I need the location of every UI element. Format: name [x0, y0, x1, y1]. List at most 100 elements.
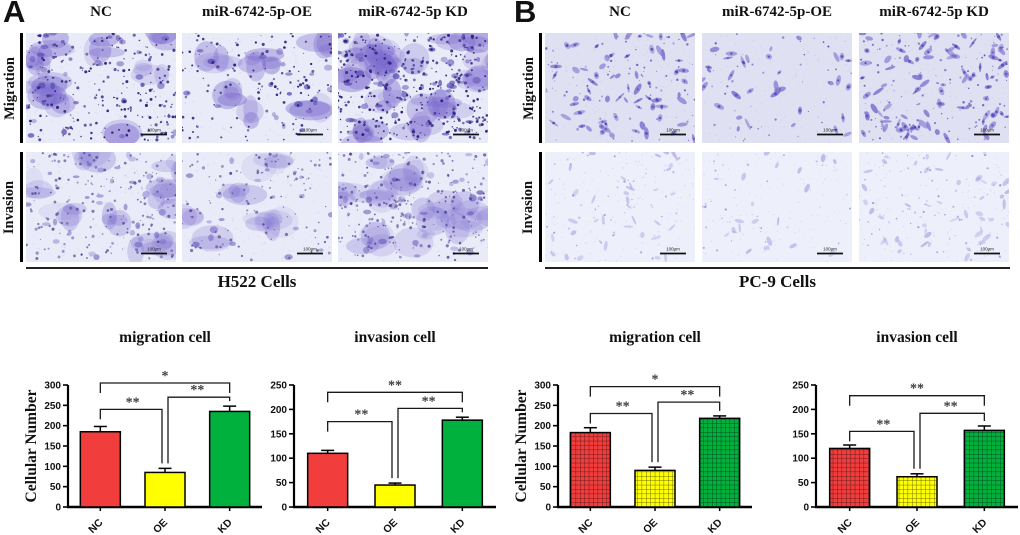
svg-text:*: * — [162, 369, 169, 384]
micrograph-a-migration-nc: 100μm — [26, 33, 176, 143]
svg-text:100μm: 100μm — [303, 247, 317, 252]
panel-b-col-header-oe: miR-6742-5p-OE — [722, 4, 832, 20]
svg-text:OE: OE — [641, 517, 660, 535]
svg-text:50: 50 — [798, 478, 810, 489]
svg-text:KD: KD — [706, 516, 726, 535]
panel-b-label: B — [514, 0, 537, 29]
svg-text:250: 250 — [44, 401, 61, 412]
svg-text:OE: OE — [381, 517, 400, 535]
panel-b-col-header-kd: miR-6742-5p KD — [879, 4, 989, 20]
panel-a-col-header-nc: NC — [90, 4, 112, 20]
svg-text:100: 100 — [792, 454, 809, 465]
svg-text:**: ** — [910, 382, 924, 397]
svg-text:**: ** — [388, 378, 402, 393]
svg-text:50: 50 — [50, 482, 62, 493]
panel-b-cell-line-label: PC-9 Cells — [739, 272, 816, 291]
micrograph-b-migration-oe: 100μm — [702, 33, 852, 143]
svg-text:150: 150 — [44, 442, 61, 453]
svg-text:200: 200 — [270, 405, 287, 416]
svg-text:100μm: 100μm — [823, 128, 837, 133]
svg-text:0: 0 — [55, 503, 61, 514]
svg-text:50: 50 — [276, 478, 288, 489]
panel-b-col-header-nc: NC — [609, 4, 631, 20]
micrograph-a-invasion-oe: 100μm — [182, 152, 332, 262]
svg-text:150: 150 — [270, 429, 287, 440]
svg-text:0: 0 — [803, 503, 809, 514]
svg-text:**: ** — [422, 394, 436, 409]
svg-text:**: ** — [126, 395, 140, 410]
svg-text:100μm: 100μm — [980, 128, 994, 133]
svg-text:50: 50 — [540, 482, 552, 493]
svg-text:Cellular Number: Cellular Number — [24, 389, 40, 502]
panel-b-invasion-row-bar — [539, 152, 542, 262]
svg-text:100: 100 — [270, 454, 287, 465]
panel-a-row-label-invasion: Invasion — [1, 180, 18, 234]
micrograph-b-migration-kd: 100μm — [859, 33, 1009, 143]
svg-text:invasion cell: invasion cell — [876, 329, 958, 346]
svg-text:migration cell: migration cell — [609, 329, 701, 346]
micrograph-a-invasion-nc: 100μm — [26, 152, 176, 262]
svg-text:100: 100 — [534, 462, 551, 473]
svg-text:0: 0 — [281, 503, 287, 514]
panel-b-row-label-invasion: Invasion — [520, 180, 537, 234]
svg-text:KD: KD — [216, 516, 236, 535]
svg-text:200: 200 — [792, 405, 809, 416]
micrograph-b-migration-nc: 100μm — [545, 33, 695, 143]
svg-text:NC: NC — [836, 516, 856, 535]
svg-text:invasion cell: invasion cell — [354, 329, 436, 346]
svg-text:OE: OE — [151, 517, 170, 535]
svg-text:100μm: 100μm — [459, 128, 473, 133]
svg-text:250: 250 — [270, 381, 287, 392]
panel-a-underline — [26, 267, 488, 269]
panel-a-col-header-oe: miR-6742-5p-OE — [202, 4, 312, 20]
svg-text:100μm: 100μm — [147, 128, 161, 133]
micrograph-b-invasion-oe: 100μm — [702, 152, 852, 262]
chart-pc9-invasion: invasion cell 0 50 100 150 200 250 NC OE KD ** ** ** — [780, 322, 1020, 535]
svg-text:KD: KD — [448, 516, 468, 535]
svg-text:100μm: 100μm — [823, 247, 837, 252]
svg-text:100μm: 100μm — [303, 128, 317, 133]
svg-text:NC: NC — [86, 516, 106, 535]
panel-b-row-label-migration: Migration — [520, 56, 537, 120]
svg-text:KD: KD — [970, 516, 990, 535]
micrograph-a-migration-oe: 100μm — [182, 33, 332, 143]
panel-b-migration-row-bar — [539, 33, 542, 143]
svg-text:200: 200 — [44, 421, 61, 432]
chart-pc9-migration: migration cell Cellular Number 0 50 100 150 20… — [514, 322, 760, 535]
svg-text:100: 100 — [44, 462, 61, 473]
micrograph-a-invasion-kd: 100μm — [338, 152, 488, 262]
svg-text:**: ** — [876, 417, 890, 432]
svg-text:**: ** — [944, 399, 958, 414]
chart-h522-migration: migration cell Cellular Number 0 50 100 150 20… — [24, 322, 270, 535]
svg-text:200: 200 — [534, 421, 551, 432]
svg-text:250: 250 — [534, 401, 551, 412]
svg-text:250: 250 — [792, 381, 809, 392]
svg-text:**: ** — [616, 399, 630, 414]
svg-text:100μm: 100μm — [666, 247, 680, 252]
micrograph-b-invasion-nc: 100μm — [545, 152, 695, 262]
panel-a-label: A — [3, 0, 26, 29]
panel-a-cell-line-label: H522 Cells — [217, 272, 297, 291]
svg-text:Cellular Number: Cellular Number — [514, 389, 530, 502]
svg-text:**: ** — [190, 383, 204, 398]
svg-text:300: 300 — [534, 381, 551, 392]
panel-a-migration-row-bar — [20, 33, 23, 143]
svg-text:100μm: 100μm — [666, 128, 680, 133]
svg-text:150: 150 — [792, 429, 809, 440]
svg-text:**: ** — [354, 408, 368, 423]
svg-text:100μm: 100μm — [980, 247, 994, 252]
svg-text:**: ** — [680, 388, 694, 403]
svg-text:150: 150 — [534, 442, 551, 453]
svg-text:NC: NC — [576, 516, 596, 535]
micrograph-a-migration-kd: 100μm — [338, 33, 488, 143]
micrograph-b-invasion-kd: 100μm — [859, 152, 1009, 262]
svg-text:NC: NC — [314, 516, 334, 535]
svg-text:0: 0 — [545, 503, 551, 514]
svg-text:300: 300 — [44, 381, 61, 392]
svg-text:migration cell: migration cell — [119, 329, 211, 346]
panel-b-underline — [545, 267, 1010, 269]
chart-h522-invasion: invasion cell 0 50 100 150 200 250 NC OE KD ** ** ** — [258, 322, 504, 535]
svg-text:*: * — [652, 373, 659, 388]
panel-a-row-label-migration: Migration — [1, 56, 18, 120]
